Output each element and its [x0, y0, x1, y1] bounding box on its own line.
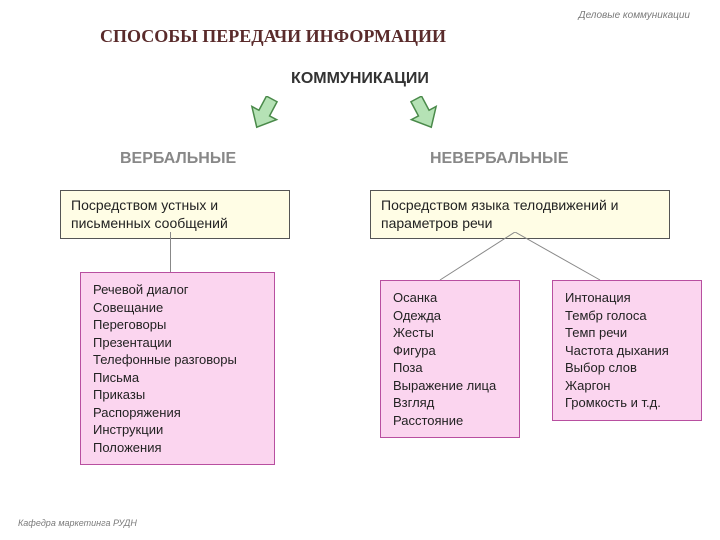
arrow-right: [400, 96, 440, 136]
page-title: СПОСОБЫ ПЕРЕДАЧИ ИНФОРМАЦИИ: [100, 26, 446, 47]
subtitle: КОММУНИКАЦИИ: [0, 70, 720, 88]
category-nonverbal: НЕВЕРБАЛЬНЫЕ: [430, 150, 568, 168]
category-verbal: ВЕРБАЛЬНЫЕ: [120, 150, 236, 168]
footer-text: Кафедра маркетинга РУДН: [18, 518, 137, 528]
connector-verbal: [170, 232, 171, 272]
list-verbal: Речевой диалог Совещание Переговоры През…: [80, 272, 275, 465]
arrow-left: [248, 96, 288, 136]
desc-verbal: Посредством устных и письменных сообщени…: [60, 190, 290, 239]
header-note: Деловые коммуникации: [579, 10, 690, 21]
list-nonverbal-left: Осанка Одежда Жесты Фигура Поза Выражени…: [380, 280, 520, 438]
connector-nonverbal-split: [370, 232, 670, 282]
list-nonverbal-right: Интонация Тембр голоса Темп речи Частота…: [552, 280, 702, 421]
